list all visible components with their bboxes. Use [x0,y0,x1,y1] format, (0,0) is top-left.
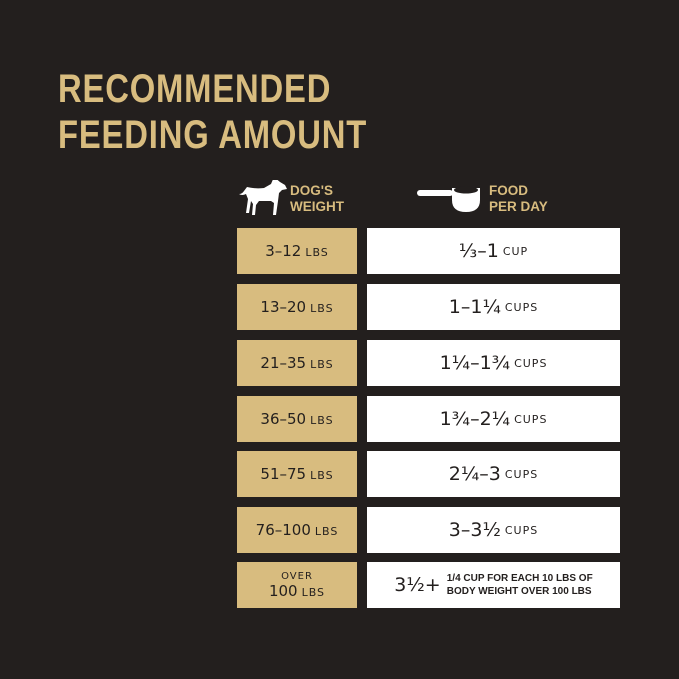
food-unit: CUPS [514,412,548,426]
food-cell: 1¾–2¼ CUPS [367,396,620,442]
table-row: 76–100 LBS 3–3½ CUPS [237,507,620,553]
food-unit: CUP [502,244,529,258]
table-row: 3–12 LBS ⅓–1 CUP [237,228,620,274]
food-value: 1–1¼ [448,296,501,318]
weight-cell: 13–20 LBS [237,284,357,330]
food-value: 3½+ [394,574,441,596]
weight-value: 36–50 [260,410,307,428]
weight-header-line-2: WEIGHT [290,199,344,214]
weight-header: DOG'S WEIGHT [290,183,344,215]
weight-value: 51–75 [260,465,307,483]
weight-unit: LBS [314,525,339,538]
weight-prefix: OVER [281,570,313,582]
food-value: ⅓–1 [458,240,499,262]
weight-unit: LBS [310,469,334,482]
food-cell: 1¼–1¾ CUPS [367,340,620,386]
food-value: 2¼–3 [448,463,501,485]
measuring-cup-icon [417,186,480,212]
weight-cell: 21–35 LBS [237,340,357,386]
weight-unit: LBS [310,414,334,427]
weight-cell: 51–75 LBS [237,451,357,497]
weight-header-line-1: DOG'S [290,183,333,198]
food-value: 1¼–1¾ [439,352,511,374]
food-cell: ⅓–1 CUP [367,228,620,274]
title-line-1: RECOMMENDED [58,67,332,111]
table-row: 13–20 LBS 1–1¼ CUPS [237,284,620,330]
table-row: 21–35 LBS 1¼–1¾ CUPS [237,340,620,386]
table-row: 36–50 LBS 1¾–2¼ CUPS [237,396,620,442]
weight-unit: LBS [301,585,326,599]
food-value: 3–3½ [448,519,501,541]
food-cell: 3½+ 1/4 CUP FOR EACH 10 LBS OF BODY WEIG… [367,562,620,608]
table-row: 51–75 LBS 2¼–3 CUPS [237,451,620,497]
food-unit: CUPS [504,523,539,537]
food-note-line-1: 1/4 CUP FOR EACH 10 LBS OF [446,573,593,584]
weight-value: 76–100 [255,521,311,539]
food-cell: 2¼–3 CUPS [367,451,620,497]
weight-value: 21–35 [260,354,307,372]
food-unit: CUPS [514,356,548,370]
table-row: OVER 100 LBS 3½+ 1/4 CUP FOR EACH 10 LBS … [237,562,620,608]
weight-value: 3–12 [265,242,302,260]
food-value: 1¾–2¼ [439,408,511,430]
weight-unit: LBS [310,358,334,371]
food-unit: CUPS [504,300,539,314]
food-unit: CUPS [504,467,539,481]
weight-cell: 3–12 LBS [237,228,357,274]
weight-cell: 36–50 LBS [237,396,357,442]
weight-value: 13–20 [260,298,307,316]
food-header-line-1: FOOD [489,183,528,198]
weight-cell: 76–100 LBS [237,507,357,553]
weight-cell: OVER 100 LBS [237,562,357,608]
food-note-line-2: BODY WEIGHT OVER 100 LBS [446,586,592,597]
weight-value: 100 [268,581,298,600]
title-line-2: FEEDING AMOUNT [58,113,368,157]
weight-unit: LBS [305,246,329,259]
food-cell: 1–1¼ CUPS [367,284,620,330]
page-title: RECOMMENDED FEEDING AMOUNT [58,66,367,158]
food-header-line-2: PER DAY [489,199,548,214]
weight-unit: LBS [310,302,334,315]
food-cell: 3–3½ CUPS [367,507,620,553]
food-note: 1/4 CUP FOR EACH 10 LBS OF BODY WEIGHT O… [447,572,593,598]
food-header: FOOD PER DAY [489,183,548,215]
dog-icon [239,180,287,215]
